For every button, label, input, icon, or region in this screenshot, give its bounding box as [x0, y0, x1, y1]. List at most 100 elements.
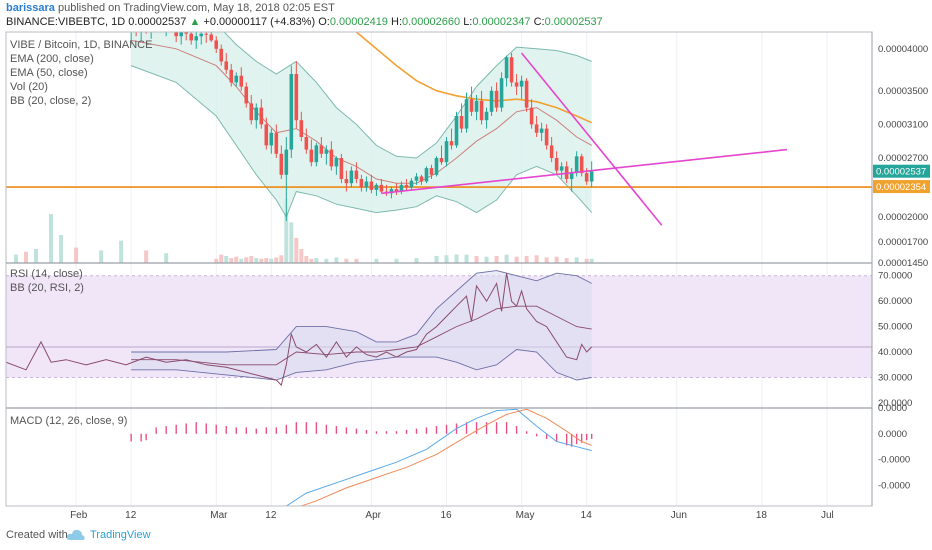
signal-line[interactable] [286, 408, 592, 511]
candle-body[interactable] [534, 124, 539, 133]
candle-body[interactable] [174, 30, 178, 37]
candle-body[interactable] [569, 173, 574, 179]
candle-body[interactable] [539, 128, 544, 133]
candle-body[interactable] [394, 189, 399, 192]
candle-body[interactable] [429, 168, 434, 175]
candle-body[interactable] [444, 141, 449, 163]
candle-body[interactable] [504, 57, 509, 79]
candle-body[interactable] [399, 184, 404, 192]
candle-body[interactable] [574, 156, 579, 174]
time-axis[interactable]: Feb 12 Mar 12 Apr 16 May 14 Jun 18 Jul [70, 510, 834, 521]
tradingview-logo[interactable]: TradingView [66, 528, 152, 544]
price-legend-item[interactable]: BB (20, close, 2) [10, 95, 91, 107]
candle-body[interactable] [559, 166, 564, 171]
candle-body[interactable] [189, 33, 194, 41]
resistance-trendline[interactable] [520, 52, 663, 226]
candle-body[interactable] [474, 100, 479, 112]
candle-body[interactable] [289, 74, 294, 150]
price-pane[interactable]: VIBE / Bitcoin, 1D, BINANCE EMA (200, clo… [6, 30, 930, 510]
candle-body[interactable] [484, 111, 489, 121]
candle-body[interactable] [179, 32, 184, 37]
candle-body[interactable] [499, 78, 504, 108]
price-legend-item[interactable]: EMA (200, close) [10, 53, 94, 65]
chart-canvas[interactable]: VIBE / Bitcoin, 1D, BINANCE EMA (200, clo… [0, 30, 932, 524]
candle-body[interactable] [309, 149, 314, 163]
candle-body[interactable] [359, 179, 364, 188]
candle-body[interactable] [184, 32, 189, 34]
rsi-pane[interactable]: RSI (14, close) BB (20, RSI, 2) 70.0000 60.… [6, 30, 912, 510]
candle-body[interactable] [509, 57, 514, 83]
candle-body[interactable] [379, 184, 384, 192]
author-link[interactable]: barissara [6, 2, 55, 14]
candle-body[interactable] [214, 40, 219, 49]
support-trendline[interactable] [381, 148, 787, 195]
candle-body[interactable] [489, 90, 494, 112]
rsi-legend-item[interactable]: BB (20, RSI, 2) [10, 282, 84, 294]
candle-body[interactable] [494, 90, 499, 108]
candle-body[interactable] [589, 171, 594, 182]
candle-body[interactable] [464, 99, 469, 129]
rsi-line[interactable] [6, 273, 593, 387]
candle-body[interactable] [199, 33, 204, 37]
candle-body[interactable] [414, 176, 419, 181]
candle-body[interactable] [279, 153, 284, 175]
candle-body[interactable] [344, 179, 349, 184]
candle-body[interactable] [354, 170, 359, 179]
candle-body[interactable] [294, 74, 299, 121]
candle-body[interactable] [244, 86, 249, 104]
candle-body[interactable] [529, 107, 534, 125]
price-legend-item[interactable]: VIBE / Bitcoin, 1D, BINANCE [10, 39, 152, 51]
candle-body[interactable] [269, 132, 274, 146]
candle-body[interactable] [339, 158, 344, 179]
macd-pane[interactable]: MACD (12, 26, close, 9) 0.0000 0.0000 -0.00… [10, 30, 910, 511]
candle-body[interactable] [404, 184, 409, 188]
candle-body[interactable] [249, 103, 254, 121]
candle-body[interactable] [389, 189, 394, 194]
candle-body[interactable] [349, 170, 354, 184]
candle-body[interactable] [254, 107, 259, 121]
candle-body[interactable] [419, 176, 424, 182]
candle-body[interactable] [454, 116, 459, 146]
candle-body[interactable] [374, 184, 379, 190]
candle-body[interactable] [439, 158, 444, 163]
candle-body[interactable] [204, 33, 209, 35]
candle-body[interactable] [514, 82, 519, 87]
price-legend-item[interactable]: EMA (50, close) [10, 67, 88, 79]
candle-body[interactable] [424, 168, 429, 182]
candle-body[interactable] [469, 99, 474, 112]
candle-body[interactable] [314, 145, 319, 163]
candle-body[interactable] [299, 120, 304, 137]
candle-body[interactable] [234, 75, 239, 83]
candle-body[interactable] [259, 107, 264, 125]
candle-body[interactable] [519, 80, 524, 87]
candle-body[interactable] [209, 34, 214, 41]
candle-body[interactable] [524, 80, 529, 108]
candle-body[interactable] [194, 36, 199, 41]
candle-body[interactable] [459, 116, 464, 129]
candle-body[interactable] [274, 132, 279, 154]
candle-body[interactable] [334, 158, 339, 167]
candle-body[interactable] [239, 75, 244, 87]
candle-body[interactable] [319, 145, 324, 154]
candle-body[interactable] [329, 149, 334, 167]
candle-body[interactable] [224, 61, 229, 70]
candle-body[interactable] [434, 158, 439, 175]
candle-body[interactable] [324, 149, 329, 154]
candle-body[interactable] [544, 128, 549, 146]
candle-body[interactable] [219, 48, 224, 62]
price-legend-item[interactable]: Vol (20) [10, 81, 48, 93]
rsi-legend-item[interactable]: RSI (14, close) [10, 268, 83, 280]
macd-legend-item[interactable]: MACD (12, 26, close, 9) [10, 415, 127, 427]
candle-body[interactable] [264, 124, 269, 146]
candle-body[interactable] [284, 149, 289, 175]
macd-line[interactable] [286, 408, 592, 506]
candle-body[interactable] [479, 100, 484, 121]
candle-body[interactable] [229, 69, 234, 83]
candle-body[interactable] [549, 145, 554, 158]
candle-body[interactable] [369, 181, 374, 190]
candle-body[interactable] [304, 137, 309, 150]
candle-body[interactable] [364, 181, 369, 188]
candle-body[interactable] [584, 173, 589, 182]
candle-body[interactable] [579, 156, 584, 174]
candle-body[interactable] [409, 180, 414, 188]
